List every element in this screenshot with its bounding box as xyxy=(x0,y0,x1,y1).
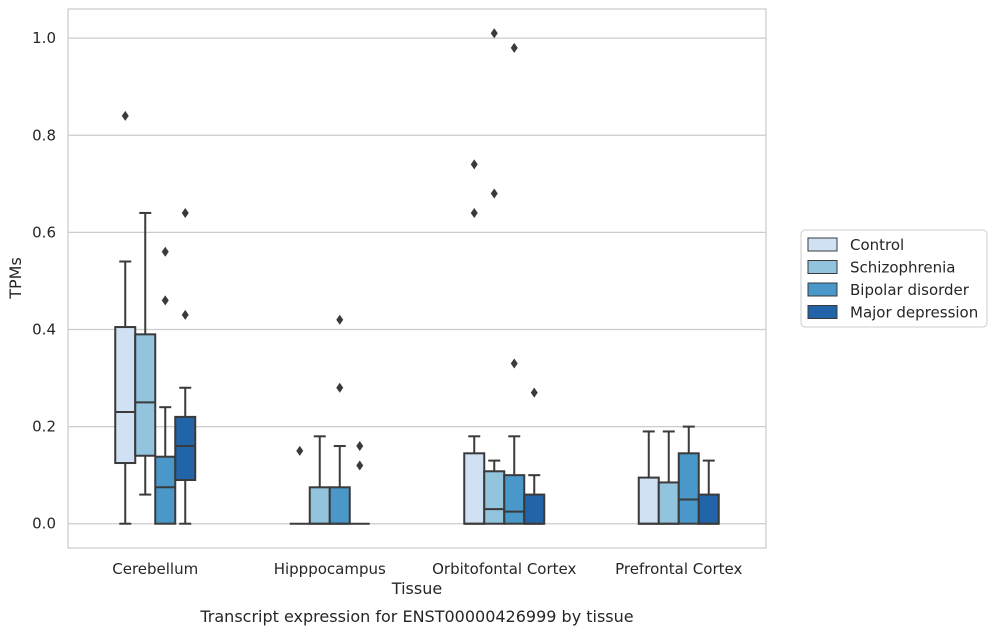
legend-label: Major depression xyxy=(850,304,978,322)
box-3-3 xyxy=(697,459,720,525)
x-tick-label: Hipppocampus xyxy=(274,560,386,578)
box-body xyxy=(677,452,700,525)
x-tick-labels: Cerebellum Hipppocampus Orbitofontal Corte… xyxy=(112,560,742,578)
y-tick-label: 0.6 xyxy=(32,223,56,241)
outlier-point xyxy=(510,358,518,369)
boxes-layer xyxy=(114,28,720,525)
box-body xyxy=(134,333,157,457)
box-body xyxy=(174,415,197,482)
box-body xyxy=(114,326,137,465)
x-tick-label: Cerebellum xyxy=(112,560,198,578)
y-tick-label: 0.8 xyxy=(32,126,56,144)
outlier-point xyxy=(490,188,498,199)
box-1-2 xyxy=(328,314,351,525)
box-1-3 xyxy=(349,441,370,525)
outlier-point xyxy=(181,207,189,218)
legend-swatch xyxy=(807,260,838,274)
outlier-point xyxy=(161,246,169,257)
legend-label: Control xyxy=(850,236,904,254)
outlier-point xyxy=(336,382,344,393)
x-axis-title: Tissue xyxy=(391,579,442,598)
box-body xyxy=(483,470,506,525)
outlier-point xyxy=(510,42,518,53)
box-3-2 xyxy=(677,425,700,525)
legend-frame xyxy=(800,229,988,328)
box-body xyxy=(328,486,351,525)
box-body xyxy=(308,486,331,525)
legend-swatch xyxy=(807,282,838,297)
box-2-3 xyxy=(523,387,546,525)
box-body xyxy=(637,476,660,525)
outlier-point xyxy=(161,295,169,306)
box-2-0 xyxy=(463,159,486,525)
outlier-point xyxy=(121,110,129,121)
outlier-point xyxy=(490,28,498,39)
box-body xyxy=(657,481,680,525)
y-tick-label: 0.2 xyxy=(32,418,56,436)
chart-caption: Transcript expression for ENST0000042699… xyxy=(199,607,633,626)
y-tick-label: 1.0 xyxy=(32,29,56,47)
y-tick-labels: 0.0 0.2 0.4 0.6 0.8 1.0 xyxy=(32,29,56,533)
box-body xyxy=(503,474,526,525)
box-0-2 xyxy=(154,246,177,525)
legend: Control Schizophrenia Bipolar disorder Majo… xyxy=(800,229,988,328)
legend-label: Bipolar disorder xyxy=(850,281,970,299)
plot-area-frame xyxy=(67,8,767,549)
box-body xyxy=(523,493,546,525)
box-body xyxy=(463,452,486,525)
outlier-point xyxy=(181,309,189,320)
legend-swatch xyxy=(807,305,838,319)
outlier-point xyxy=(336,314,344,325)
legend-swatch xyxy=(807,237,838,252)
box-body xyxy=(697,493,720,525)
y-axis-title: TPMs xyxy=(6,257,25,300)
outlier-point xyxy=(356,441,364,452)
y-tick-label: 0.0 xyxy=(32,515,56,533)
legend-label: Schizophrenia xyxy=(850,259,955,277)
x-tick-label: Prefrontal Cortex xyxy=(615,560,742,578)
box-0-0 xyxy=(114,110,137,525)
box-2-1 xyxy=(483,28,506,525)
outlier-point xyxy=(296,445,304,456)
outlier-point xyxy=(470,207,478,218)
x-tick-label: Orbitofontal Cortex xyxy=(432,560,576,578)
box-1-1 xyxy=(308,435,331,525)
outlier-point xyxy=(356,460,364,471)
outlier-point xyxy=(470,159,478,170)
y-tick-label: 0.4 xyxy=(32,320,56,338)
box-body xyxy=(154,455,177,525)
box-1-0 xyxy=(289,445,310,525)
box-0-1 xyxy=(134,211,157,496)
box-0-3 xyxy=(174,207,197,525)
outlier-point xyxy=(530,387,538,398)
